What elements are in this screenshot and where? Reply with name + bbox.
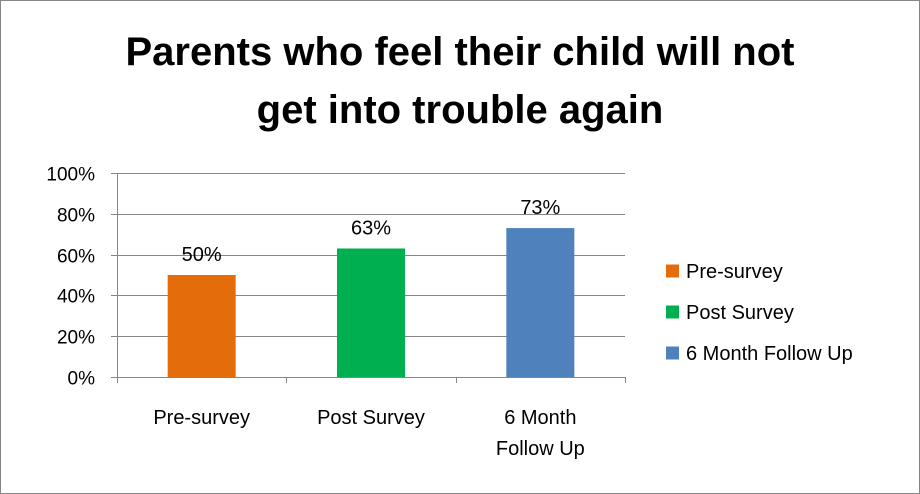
bar: [337, 248, 405, 377]
y-tick-label: 80%: [57, 206, 95, 227]
legend-label: Pre-survey: [686, 261, 783, 283]
bars: [167, 228, 575, 377]
axes: [111, 173, 626, 383]
chart-title-line-2: get into trouble again: [257, 88, 664, 132]
x-tick-label: Pre-survey: [153, 407, 250, 429]
x-tick-label: 6 Month: [504, 407, 576, 429]
y-tick-label: 60%: [57, 247, 95, 268]
y-tick-label: 40%: [57, 287, 95, 308]
y-tick-label: 20%: [57, 328, 95, 349]
legend: Pre-survey Post Survey 6 Month Follow Up: [666, 261, 853, 365]
chart-title-line-1: Parents who feel their child will not: [126, 30, 795, 74]
labels: 0% 20% 40% 60% 80% 100% 50% Pre-survey 63% Post S…: [46, 165, 584, 461]
x-tick-label: Follow Up: [496, 438, 585, 460]
data-label: 50%: [182, 244, 222, 266]
data-label: 63%: [351, 217, 391, 239]
legend-swatch: [666, 305, 679, 319]
x-tick-label: Post Survey: [317, 407, 425, 429]
data-label: 73%: [520, 197, 560, 219]
bar: [506, 228, 575, 377]
legend-label: Post Survey: [686, 302, 794, 324]
legend-swatch: [666, 346, 679, 360]
bar: [167, 275, 236, 377]
y-tick-label: 0%: [68, 369, 96, 390]
y-tick-label: 100%: [46, 165, 95, 186]
legend-label: 6 Month Follow Up: [686, 343, 853, 365]
legend-swatch: [666, 264, 679, 278]
